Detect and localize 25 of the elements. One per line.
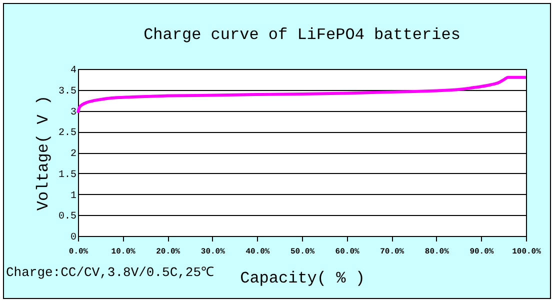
y-tick-label: 2	[70, 149, 76, 160]
y-tick-label: 2.5	[58, 128, 76, 140]
x-tick-label: 50.0%	[290, 248, 315, 256]
y-tick-label: 1	[70, 190, 76, 202]
x-tick-label: 20.0%	[156, 248, 180, 256]
y-tick-label: 0	[70, 232, 76, 244]
y-axis-title: Voltage( V )	[34, 95, 52, 211]
y-tick-label: 0.5	[58, 212, 76, 223]
y-tick-label: 4	[70, 66, 76, 76]
y-tick-label: 3.5	[58, 86, 76, 98]
x-tick-label: 90.0%	[470, 248, 494, 256]
y-tick-label: 3	[70, 107, 76, 118]
y-tick-label: 1.5	[58, 170, 76, 181]
x-tick-label: 0.0%	[68, 248, 88, 256]
x-tick-label: 30.0%	[200, 248, 226, 256]
text: Charge:CC/CV,3.8V/0.5C,25℃	[6, 264, 214, 280]
x-tick-label: 60.0%	[335, 248, 360, 256]
x-tick-label: 40.0%	[246, 248, 270, 256]
line-series	[76, 76, 528, 114]
x-tick-label: 70.0%	[380, 248, 404, 256]
x-axis-title: Capacity( % )	[240, 270, 365, 288]
x-tick-label: 100.0%	[512, 248, 542, 256]
chart-title: Charge curve of LiFePO4 batteries	[144, 26, 460, 44]
x-tick-label: 10.0%	[111, 248, 136, 256]
x-tick-label: 80.0%	[424, 248, 450, 256]
